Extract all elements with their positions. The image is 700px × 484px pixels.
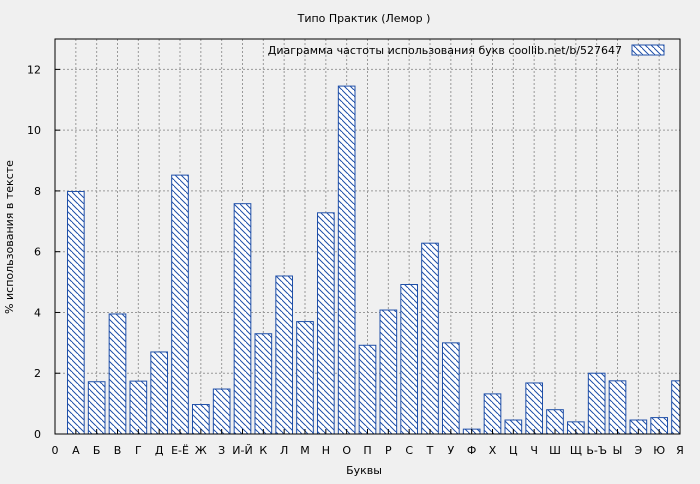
x-tick-label: О <box>342 444 351 457</box>
bar-8 <box>212 388 231 435</box>
bar-11 <box>275 275 294 435</box>
bar-30 <box>671 380 681 435</box>
y-tick-label: 4 <box>34 306 41 319</box>
bar-1 <box>67 191 85 435</box>
bar-15 <box>358 344 377 435</box>
bar-18 <box>421 242 439 435</box>
y-tick-label: 10 <box>27 124 41 137</box>
x-tick-label: Б <box>93 444 101 457</box>
bar-14 <box>337 85 356 435</box>
x-tick-label: П <box>363 444 371 457</box>
bars <box>67 85 681 435</box>
x-tick-label: М <box>300 444 310 457</box>
x-tick-label: К <box>259 444 267 457</box>
y-axis-ticks: 0 2 4 6 8 10 12 <box>27 63 60 441</box>
x-tick-label: Х <box>489 444 497 457</box>
x-tick-label: Л <box>280 444 288 457</box>
bar-21 <box>483 393 502 435</box>
x-tick-label: С <box>405 444 413 457</box>
x-axis-label: Буквы <box>346 464 382 477</box>
bar-2 <box>87 381 106 435</box>
x-tick-label: А <box>72 444 80 457</box>
y-tick-label: 2 <box>34 367 41 380</box>
x-tick-label: Ы <box>613 444 623 457</box>
x-tick-label: 0 <box>52 444 59 457</box>
bar-16 <box>379 309 398 435</box>
y-tick-label: 8 <box>34 185 41 198</box>
x-tick-label: Я <box>676 444 684 457</box>
bar-26 <box>587 372 606 435</box>
bar-9 <box>233 203 252 435</box>
legend-swatch <box>631 44 665 56</box>
x-tick-label: У <box>447 444 454 457</box>
x-tick-label: Е-Ё <box>171 444 189 457</box>
bar-27 <box>608 380 627 435</box>
chart-title: Типо Практик (Лемор ) <box>297 12 431 25</box>
x-tick-label: Ц <box>509 444 518 457</box>
y-tick-label: 0 <box>34 428 41 441</box>
bar-5 <box>150 351 168 435</box>
x-tick-label: Ь-Ъ <box>586 444 607 457</box>
x-tick-label: Ч <box>530 444 538 457</box>
x-tick-label: В <box>114 444 122 457</box>
bar-23 <box>525 382 543 435</box>
y-axis-label: % использования в тексте <box>3 160 16 314</box>
bar-10 <box>254 333 273 435</box>
bar-17 <box>400 284 419 435</box>
legend-label: Диаграмма частоты использования букв coo… <box>268 44 622 57</box>
x-tick-label: З <box>218 444 225 457</box>
x-axis-ticks: 0 А Б В Г Д Е-Ё Ж З И-Й К Л М Н О П Р С Т У Ф Х Ц Ч Ш Щ Ь-Ъ Ы Э Ю Я <box>52 429 684 457</box>
bar-12 <box>296 321 314 435</box>
bar-13 <box>317 212 335 435</box>
x-tick-label: И-Й <box>232 444 252 457</box>
y-tick-label: 12 <box>27 63 41 76</box>
x-tick-label: Ю <box>653 444 665 457</box>
x-tick-label: Д <box>155 444 164 457</box>
x-tick-label: Г <box>135 444 142 457</box>
x-tick-label: Ж <box>195 444 207 457</box>
legend: Диаграмма частоты использования букв coo… <box>268 44 665 57</box>
x-tick-label: Т <box>426 444 434 457</box>
x-tick-label: Э <box>634 444 642 457</box>
bar-19 <box>442 342 460 435</box>
x-tick-label: Р <box>385 444 392 457</box>
bar-3 <box>108 313 127 435</box>
bar-4 <box>129 380 148 435</box>
bar-6 <box>171 174 189 435</box>
y-tick-label: 6 <box>34 246 41 259</box>
x-tick-label: Н <box>322 444 330 457</box>
x-tick-label: Щ <box>570 444 582 457</box>
x-tick-label: Ш <box>549 444 561 457</box>
x-tick-label: Ф <box>467 444 476 457</box>
